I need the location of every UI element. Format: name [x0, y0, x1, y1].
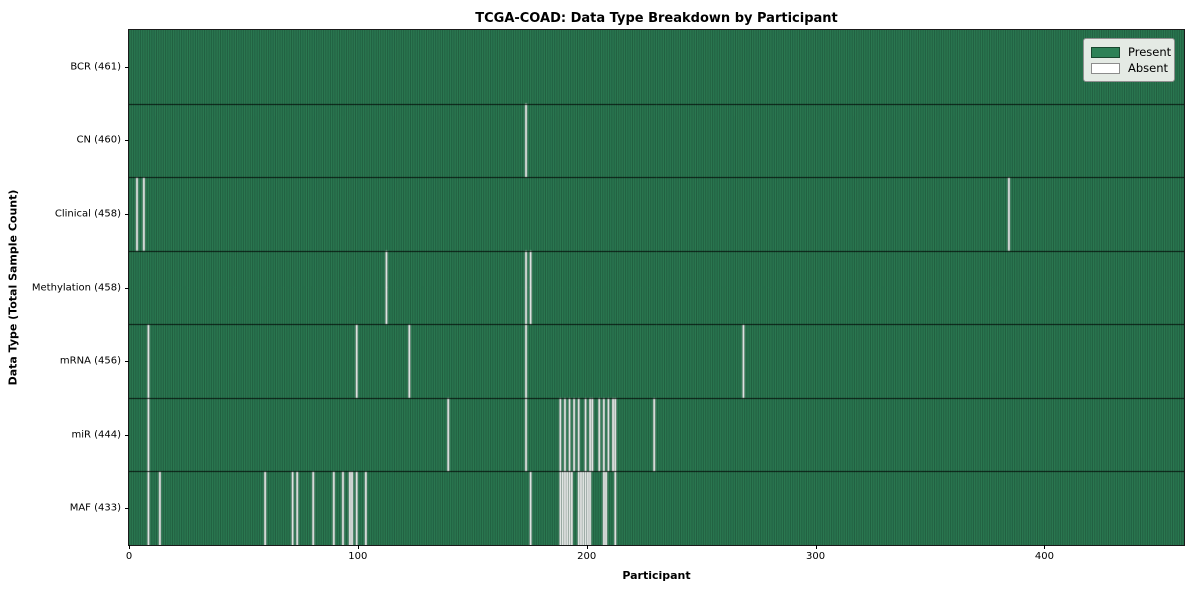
x-tick-label-200: 200: [577, 551, 597, 562]
y-tick-mark: [125, 67, 129, 68]
x-tick-label-100: 100: [348, 551, 368, 562]
y-tick-label-mRNA: mRNA (456): [59, 355, 121, 367]
x-tick-label-400: 400: [1034, 551, 1054, 562]
y-tick-mark: [125, 214, 129, 215]
y-tick-mark: [125, 508, 129, 509]
x-tick-mark: [587, 545, 588, 549]
y-tick-label-miR: miR (444): [71, 429, 121, 441]
y-tick-mark: [125, 435, 129, 436]
y-tick-mark: [125, 288, 129, 289]
y-tick-label-Clinical: Clinical (458): [54, 208, 121, 220]
absent-swatch-icon: [1091, 62, 1120, 74]
y-tick-mark: [125, 361, 129, 362]
y-tick-label-MAF: MAF (433): [69, 502, 121, 514]
x-tick-label-300: 300: [806, 551, 826, 562]
x-tick-mark: [1044, 545, 1045, 549]
x-tick-mark: [129, 545, 130, 549]
x-tick-mark: [358, 545, 359, 549]
y-tick-label-Methylation: Methylation (458): [31, 282, 121, 293]
y-axis-label: Data Type (Total Sample Count): [6, 189, 20, 386]
legend-label-present: Present: [1128, 45, 1172, 59]
legend-label-absent: Absent: [1128, 61, 1169, 75]
legend-entry-absent: Absent: [1091, 60, 1169, 76]
x-axis-label: Participant: [622, 569, 691, 582]
chart-title: TCGA-COAD: Data Type Breakdown by Partic…: [475, 11, 838, 26]
present-swatch-icon: [1091, 46, 1120, 58]
y-tick-label-CN: CN (460): [76, 134, 121, 146]
legend: Present Absent: [1083, 38, 1175, 82]
y-tick-mark: [125, 140, 129, 141]
plot-area: [128, 29, 1185, 546]
presence-matrix-canvas: [129, 30, 1184, 545]
x-tick-mark: [816, 545, 817, 549]
x-tick-label-0: 0: [125, 551, 133, 562]
y-tick-label-BCR: BCR (461): [70, 61, 121, 73]
legend-entry-present: Present: [1091, 44, 1171, 60]
